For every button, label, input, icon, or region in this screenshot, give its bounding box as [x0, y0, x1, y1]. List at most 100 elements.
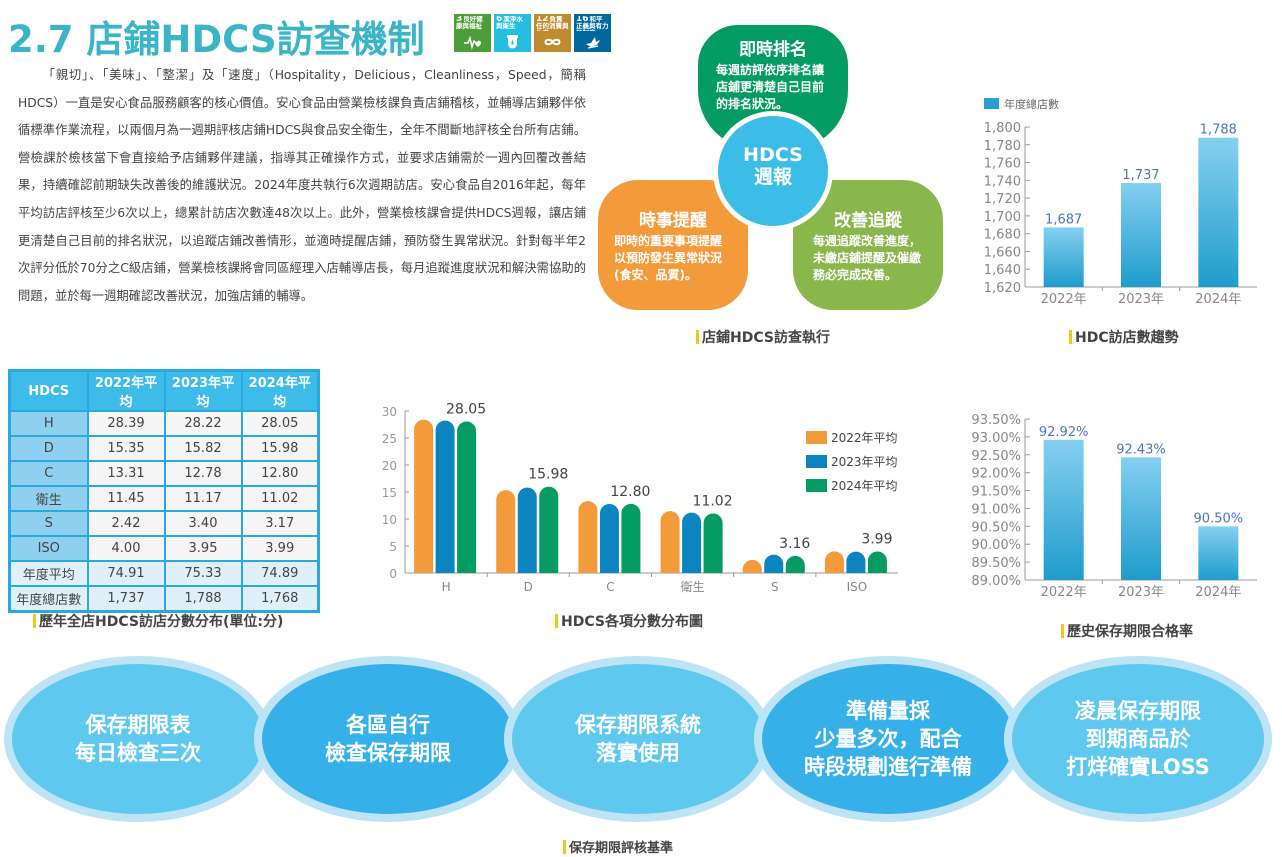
x-tick-label: 2022年	[1041, 585, 1087, 600]
row-label: 年度平均	[8, 560, 89, 587]
bar-2023年平均	[517, 487, 537, 573]
criteria-step-text: 準備量採 少量多次，配合 時段規劃進行準備	[762, 664, 1014, 814]
diagram-top-title: 即時排名	[739, 40, 807, 60]
sdg-label: 良好健康與福祉	[456, 16, 483, 30]
table-cell: 3.99	[240, 535, 320, 562]
data-label: 1,788	[1200, 123, 1237, 138]
table-row: 年度平均 74.91 75.33 74.89	[8, 560, 320, 587]
bar	[1198, 526, 1239, 580]
table-cell: 74.91	[86, 560, 166, 587]
table-cell: 74.89	[240, 560, 320, 587]
center-line1: HDCS	[743, 144, 803, 166]
table-cell: 28.05	[240, 410, 320, 437]
diagram-top-ranking: 即時排名 每週訪評依序排名讓店鋪更清楚自己目前的排名狀況。	[698, 25, 848, 150]
y-tick-label: 1,680	[984, 228, 1021, 243]
criteria-step: 凌晨保存期限 到期商品於 打烊確實LOSS	[1004, 656, 1272, 822]
table-cell: 1,788	[163, 585, 243, 612]
bar-2024年平均	[539, 486, 559, 573]
bar-2023年平均	[599, 503, 619, 573]
table-row: C 13.31 12.78 12.80	[8, 460, 320, 487]
legend-label: 2023年平均	[831, 455, 898, 469]
table-cell: 28.39	[86, 410, 166, 437]
store-count-chart: 1,620 1,640 1,660 1,680 1,700 1,720 1,740 1,760…	[984, 97, 1257, 305]
table-header: HDCS	[8, 369, 89, 412]
table-cell: 11.45	[86, 485, 166, 512]
y-tick-label: 91.50%	[971, 485, 1021, 500]
sdg-number: 12	[536, 16, 549, 24]
data-label: 1,687	[1045, 212, 1082, 227]
heartbeat-icon	[464, 35, 481, 50]
hdcs-chart-caption: HDCS各項分數分布圖	[555, 611, 703, 631]
data-label: 3.99	[861, 531, 892, 547]
x-tick-label: D	[524, 580, 533, 594]
bar-2023年平均	[682, 512, 702, 573]
sdg-label: 潔淨水與衛生	[496, 16, 523, 30]
legend-swatch	[984, 98, 999, 109]
y-tick-label: 5	[389, 540, 397, 554]
x-tick-label: 2022年	[1041, 292, 1087, 305]
sdg-label: 負責任的消費與生產	[536, 16, 569, 31]
y-tick-label: 92.50%	[971, 449, 1021, 464]
y-tick-label: 89.50%	[971, 556, 1021, 571]
expiry-chart-caption: 歷史保存期限合格率	[1061, 621, 1193, 641]
legend-swatch	[806, 431, 827, 444]
hdcs-score-table: HDCS 2022年平均 2023年平均 2024年平均 H 28.39 28.22 28.…	[8, 369, 320, 613]
bar	[1043, 439, 1084, 580]
criteria-step: 準備量採 少量多次，配合 時段規劃進行準備	[754, 656, 1022, 822]
bar-2024年平均	[785, 555, 805, 573]
y-tick-label: 1,700	[984, 210, 1021, 225]
y-tick-label: 90.50%	[971, 520, 1021, 535]
y-tick-label: 89.00%	[971, 574, 1021, 589]
table-cell: 1,737	[86, 585, 166, 612]
data-label: 92.92%	[1039, 425, 1089, 440]
data-label: 12.80	[610, 484, 650, 500]
diagram-caption: 店鋪HDCS訪查執行	[696, 327, 830, 347]
table-cell: 3.95	[163, 535, 243, 562]
sdg-6-icon: 6潔淨水與衛生	[494, 14, 531, 52]
dove-icon	[586, 37, 600, 49]
sdg-number: 3	[456, 16, 463, 24]
bar-2022年平均	[496, 490, 516, 573]
y-tick-label: 92.00%	[971, 467, 1021, 482]
y-tick-label: 91.00%	[971, 502, 1021, 517]
table-cell: 3.40	[163, 510, 243, 537]
y-tick-label: 1,720	[984, 192, 1021, 207]
y-tick-label: 1,660	[984, 245, 1021, 260]
table-cell: 11.02	[240, 485, 320, 512]
table-cell: 1,768	[240, 585, 320, 612]
legend-label: 年度總店數	[1004, 97, 1059, 111]
table-cell: 3.17	[240, 510, 320, 537]
table-row: H 28.39 28.22 28.05	[8, 410, 320, 437]
y-tick-label: 90.00%	[971, 538, 1021, 553]
sdg-3-icon: 3良好健康與福祉	[454, 14, 491, 52]
table-cell: 15.82	[163, 435, 243, 462]
table-caption: 歷年全店HDCS訪店分數分布(單位:分)	[33, 611, 283, 631]
bar-2023年平均	[435, 420, 455, 573]
x-tick-label: S	[771, 580, 779, 594]
sdg-label: 和平正義與有力的制度	[576, 16, 609, 31]
bar	[1121, 457, 1161, 580]
bar-2023年平均	[764, 554, 784, 573]
row-label: D	[8, 435, 89, 462]
table-cell: 11.17	[163, 485, 243, 512]
x-tick-label: H	[442, 580, 451, 594]
legend-swatch	[806, 479, 827, 492]
bar-2024年平均	[703, 513, 723, 573]
y-tick-label: 1,800	[984, 121, 1021, 136]
sdg-12-icon: 12負責任的消費與生產	[534, 14, 571, 52]
y-tick-label: 1,780	[984, 139, 1021, 154]
y-tick-label: 25	[382, 432, 397, 446]
bar-2023年平均	[846, 551, 866, 573]
x-tick-label: 2024年	[1195, 292, 1241, 305]
data-label: 92.43%	[1116, 442, 1166, 457]
y-tick-label: 93.00%	[971, 431, 1021, 446]
criteria-step: 保存期限表 每日檢查三次	[4, 656, 272, 822]
y-tick-label: 1,740	[984, 174, 1021, 189]
data-label: 1,737	[1122, 168, 1159, 183]
intro-paragraph: 「親切」、「美味」、「整潔」及「速度」（Hospitality，Deliciou…	[18, 68, 586, 303]
table-cell: 75.33	[163, 560, 243, 587]
table-header: 2024年平均	[240, 369, 320, 412]
data-label: 15.98	[528, 467, 568, 483]
legend-label: 2022年平均	[831, 431, 898, 445]
legend-label: 2024年平均	[831, 479, 898, 493]
